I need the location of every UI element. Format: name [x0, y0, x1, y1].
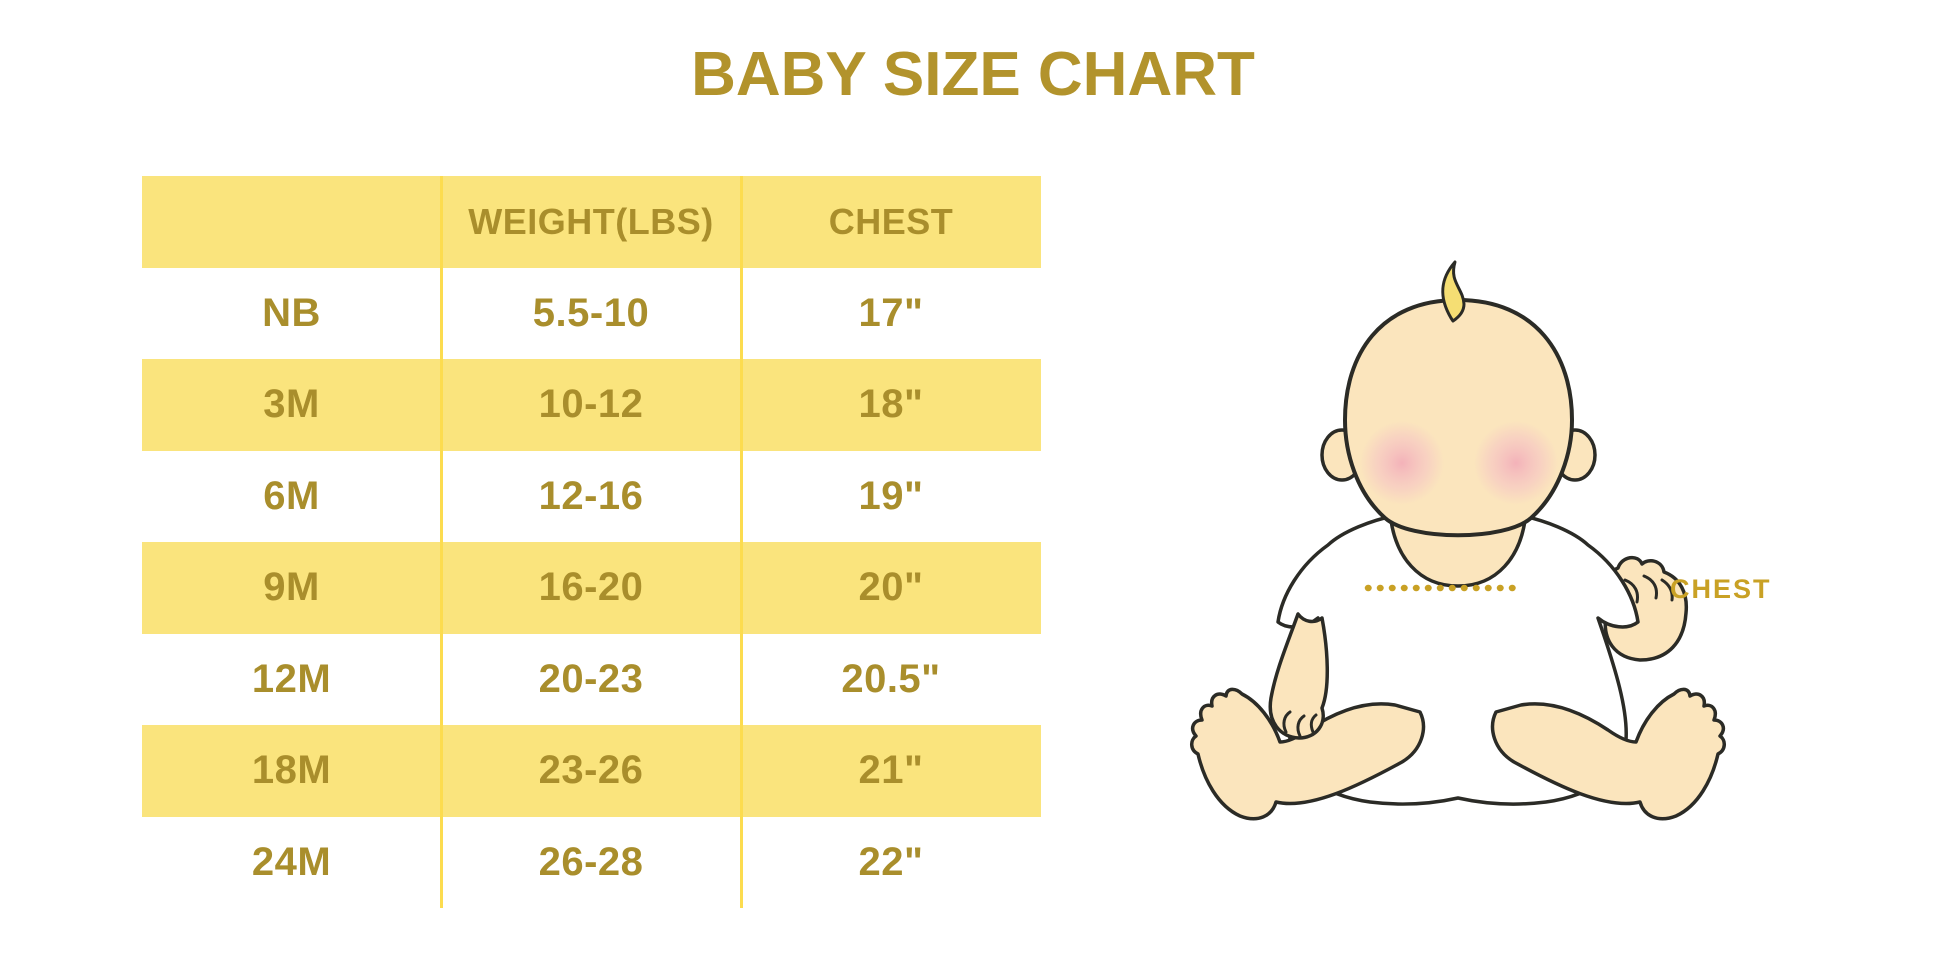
table-row: 9M 16-20 20" [142, 542, 1041, 634]
baby-hand-lines [1282, 710, 1318, 738]
weight-cell: 10-12 [538, 382, 644, 427]
size-cell: NB [262, 290, 321, 335]
baby-figure-svg: CHEST [1190, 260, 1772, 821]
baby-illustration: CHEST [1170, 250, 1810, 850]
chest-cell: 21" [858, 748, 924, 793]
size-cell: 24M [251, 839, 332, 884]
table-row: 18M 23-26 21" [142, 725, 1041, 817]
weight-cell: 16-20 [538, 565, 644, 610]
weight-cell: 26-28 [538, 839, 644, 884]
weight-cell: 12-16 [538, 473, 644, 518]
table-row: 6M 12-16 19" [142, 451, 1041, 543]
header-cell-weight: WEIGHT(LBS) [468, 200, 714, 242]
size-cell: 6M [263, 473, 320, 518]
header-cell-chest: CHEST [828, 200, 954, 242]
column-separator [740, 176, 743, 908]
size-cell: 9M [263, 565, 320, 610]
table-row: 12M 20-23 20.5" [142, 634, 1041, 726]
column-separator [440, 176, 443, 908]
size-cell: 12M [251, 656, 332, 701]
baby-blush-left [1360, 421, 1444, 505]
chest-cell: 20" [858, 565, 924, 610]
size-cell: 18M [251, 748, 332, 793]
weight-cell: 20-23 [538, 656, 644, 701]
baby-hair-tuft [1441, 260, 1466, 323]
table-row: 3M 10-12 18" [142, 359, 1041, 451]
chest-label: CHEST [1670, 574, 1772, 604]
chest-cell: 20.5" [841, 656, 941, 701]
chest-cell: 17" [858, 290, 924, 335]
size-table: WEIGHT(LBS) CHEST NB 5.5-10 17" 3M 10-12… [142, 176, 1041, 908]
weight-cell: 23-26 [538, 748, 644, 793]
table-row: 24M 26-28 22" [142, 817, 1041, 909]
baby-head [1343, 298, 1574, 538]
size-cell: 3M [263, 382, 320, 427]
chest-cell: 19" [858, 473, 924, 518]
baby-fist-lines [1623, 574, 1674, 604]
baby-leg-left [1190, 687, 1426, 821]
baby-arm-left [1268, 612, 1329, 740]
weight-cell: 5.5-10 [532, 290, 650, 335]
baby-leg-right [1490, 687, 1726, 821]
chest-cell: 18" [858, 382, 924, 427]
baby-blush-right [1474, 421, 1558, 505]
chest-cell: 22" [858, 839, 924, 884]
page-title: BABY SIZE CHART [691, 40, 1255, 109]
table-row: NB 5.5-10 17" [142, 268, 1041, 360]
table-header-row: WEIGHT(LBS) CHEST [142, 176, 1041, 268]
